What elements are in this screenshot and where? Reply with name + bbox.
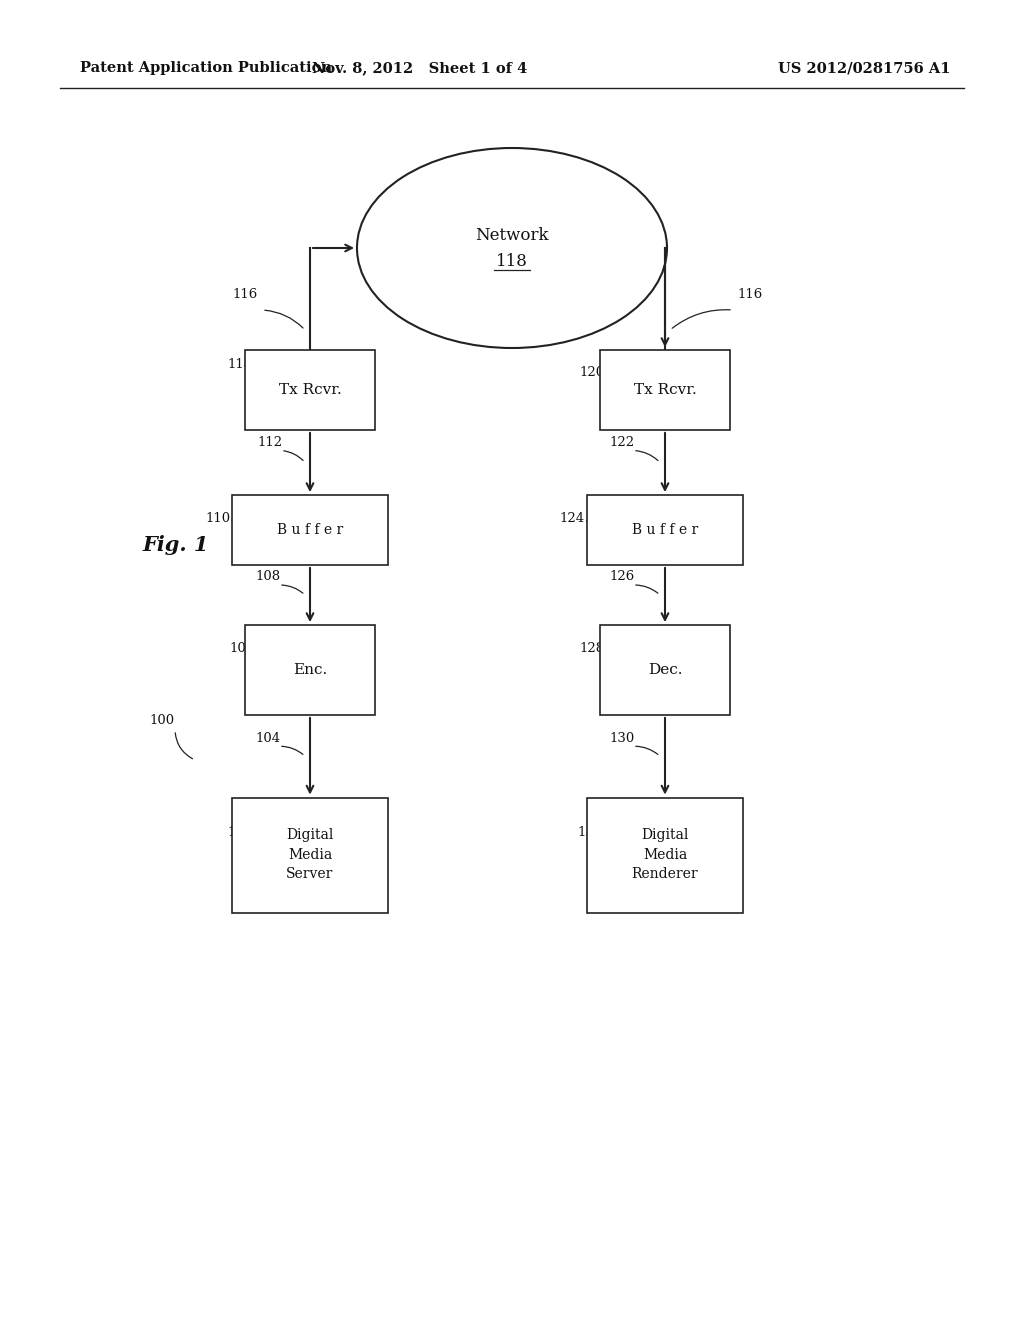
Text: 104: 104 — [255, 731, 281, 744]
Text: 108: 108 — [255, 570, 281, 583]
Text: 114: 114 — [227, 359, 253, 371]
Text: Tx Rcvr.: Tx Rcvr. — [279, 383, 341, 397]
Text: 112: 112 — [257, 436, 283, 449]
Text: B u f f e r: B u f f e r — [276, 523, 343, 537]
Text: 122: 122 — [609, 436, 635, 449]
Text: 106: 106 — [229, 642, 255, 655]
Text: 132: 132 — [578, 825, 603, 838]
Text: Fig. 1: Fig. 1 — [142, 535, 208, 554]
Text: 102: 102 — [227, 825, 253, 838]
Text: B u f f e r: B u f f e r — [632, 523, 698, 537]
Text: US 2012/0281756 A1: US 2012/0281756 A1 — [777, 61, 950, 75]
Bar — [232, 495, 388, 565]
Bar — [600, 624, 730, 715]
Ellipse shape — [357, 148, 667, 348]
Text: Patent Application Publication: Patent Application Publication — [80, 61, 332, 75]
Bar — [587, 495, 743, 565]
Text: 130: 130 — [609, 731, 635, 744]
Text: Nov. 8, 2012   Sheet 1 of 4: Nov. 8, 2012 Sheet 1 of 4 — [312, 61, 527, 75]
Text: 128: 128 — [580, 642, 604, 655]
Text: Tx Rcvr.: Tx Rcvr. — [634, 383, 696, 397]
Text: Digital
Media
Renderer: Digital Media Renderer — [632, 829, 698, 882]
Text: 116: 116 — [232, 289, 258, 301]
Bar — [587, 797, 743, 912]
Bar — [600, 350, 730, 430]
Text: 118: 118 — [496, 253, 528, 271]
Text: Dec.: Dec. — [648, 663, 682, 677]
Text: Network: Network — [475, 227, 549, 244]
Text: 124: 124 — [559, 511, 585, 524]
Bar — [245, 350, 375, 430]
Text: 116: 116 — [737, 289, 763, 301]
Bar — [245, 624, 375, 715]
Text: 120: 120 — [580, 366, 604, 379]
Text: 126: 126 — [609, 570, 635, 583]
Bar — [232, 797, 388, 912]
Text: 100: 100 — [150, 714, 174, 726]
Text: Enc.: Enc. — [293, 663, 327, 677]
Text: Digital
Media
Server: Digital Media Server — [287, 829, 334, 882]
Text: 110: 110 — [206, 511, 230, 524]
